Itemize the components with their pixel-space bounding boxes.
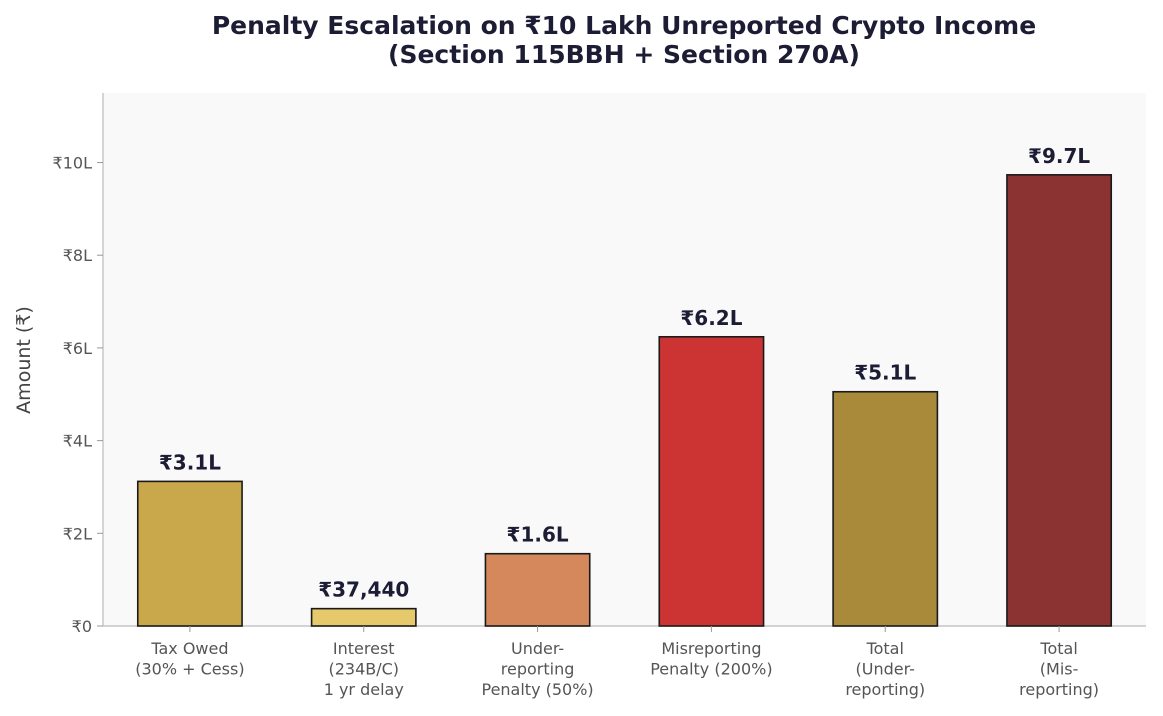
data-label: ₹1.6L [507,523,569,547]
x-tick-label: Penalty (50%) [481,680,593,699]
x-tick-label: Interest [333,639,395,658]
y-ticks: ₹0 ₹2L ₹4L ₹6L ₹8L ₹10L [53,154,103,636]
y-tick-label: ₹6L [63,339,92,358]
x-tick-label: 1 yr delay [324,680,404,699]
x-tick-label: Tax Owed [150,639,228,658]
bar [310,607,417,627]
x-tick-label: reporting) [1019,680,1099,699]
y-tick-label: ₹4L [63,432,92,451]
y-tick-label: ₹0 [72,617,92,636]
x-tick-label: reporting) [845,680,925,699]
data-label: ₹37,440 [318,578,409,602]
y-tick-label: ₹2L [63,524,92,543]
data-label: ₹6.2L [680,306,742,330]
x-tick-label: (Mis- [1040,660,1079,679]
data-label: ₹5.1L [854,361,916,385]
x-tick-label: (234B/C) [328,660,399,679]
chart-title-line-2: (Section 115BBH + Section 270A) [388,40,860,69]
x-tick-label: (30% + Cess) [135,660,244,679]
y-tick-label: ₹10L [53,154,93,173]
plot-area [103,93,1146,626]
data-label: ₹9.7L [1028,144,1090,168]
bar [484,552,591,627]
x-tick-label: (Under- [856,660,915,679]
x-ticks: Tax Owed (30% + Cess) Interest (234B/C)1 yr… [135,626,1099,699]
bar [136,480,243,627]
data-label: ₹3.1L [159,450,221,474]
x-tick-label: Under- [511,639,564,658]
x-tick-label: reporting [501,660,575,679]
x-tick-label: Total [1039,639,1077,658]
data-labels: ₹3.1L ₹37,440 ₹1.6L ₹6.2L ₹5.1L ₹9.7L [159,144,1091,602]
y-tick-label: ₹8L [63,246,92,265]
bar [658,335,765,627]
bars [136,174,1113,627]
chart-title-line-1: Penalty Escalation on ₹10 Lakh Unreporte… [212,11,1036,40]
x-tick-label: Total [866,639,904,658]
bar [832,390,939,627]
bar [1006,174,1113,627]
x-tick-label: Misreporting [661,639,761,658]
x-tick-label: Penalty (200%) [650,660,772,679]
y-axis-label: Amount (₹) [13,306,35,414]
